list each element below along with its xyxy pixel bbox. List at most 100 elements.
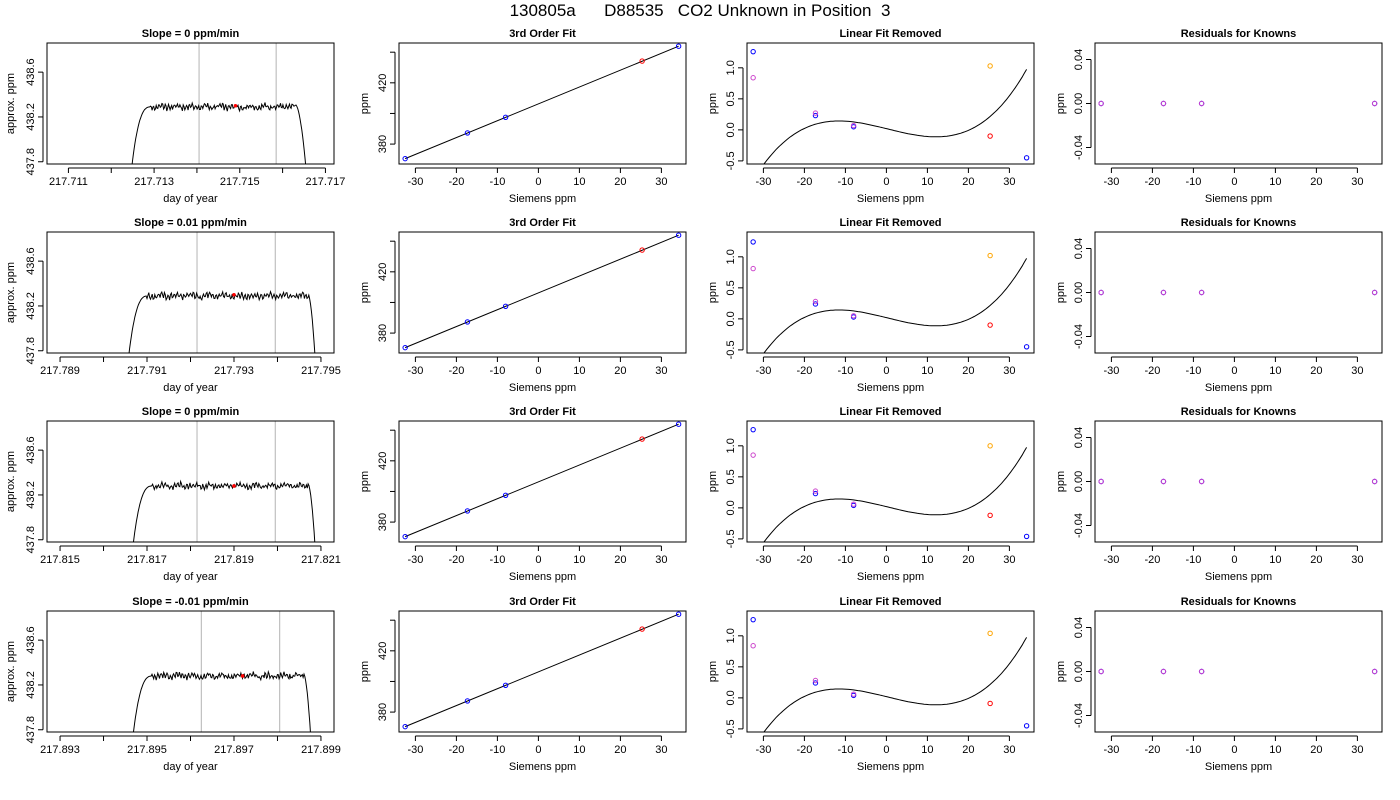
plot-frame <box>1094 231 1383 354</box>
x-tick-label: 20 <box>1310 176 1322 188</box>
x-tick-label: -20 <box>796 744 812 756</box>
x-tick-label: -30 <box>407 744 423 756</box>
x-tick-label: -10 <box>1185 365 1201 377</box>
x-tick-label: -10 <box>489 365 505 377</box>
y-axis: 380 420 <box>377 619 396 721</box>
x-axis: -30 -20 -10 0 10 20 30 <box>1103 356 1364 377</box>
known-point <box>812 301 819 307</box>
plot-area <box>132 611 311 732</box>
y-tick-label: 438.2 <box>25 481 37 509</box>
panel-residuals-row-4: Residuals for Knowns -30 -20 -10 0 10 20 30 Siem… <box>1055 596 1383 773</box>
known-point <box>675 43 682 49</box>
y-tick-label: 0.5 <box>725 659 737 674</box>
panel-title: Slope = 0.01 ppm/min <box>134 217 247 229</box>
x-tick-label: 10 <box>573 365 585 377</box>
y-tick-label: 437.8 <box>25 337 37 365</box>
x-tick-label: 30 <box>1351 176 1363 188</box>
y-axis: 380 420 <box>377 240 396 342</box>
panel-title: Linear Fit Removed <box>839 596 941 608</box>
y-axis-label: ppm <box>359 93 371 114</box>
panel-fit-row-1: 3rd Order Fit -30 -20 -10 0 10 20 30 Siemens ppm… <box>359 28 687 205</box>
removed-point <box>987 63 993 69</box>
x-tick-label: 20 <box>1310 744 1322 756</box>
x-tick-label: 0 <box>535 365 541 377</box>
y-tick-label: -0.5 <box>725 719 737 738</box>
plot-area <box>750 426 1030 542</box>
known-point <box>1023 155 1030 161</box>
y-tick-label: 420 <box>377 642 389 660</box>
plot-area <box>402 232 682 351</box>
plot-area <box>1098 478 1378 485</box>
y-tick-label: 380 <box>377 703 389 721</box>
x-axis: -30 -20 -10 0 10 20 30 <box>1103 167 1364 188</box>
x-tick-label: 20 <box>962 554 974 566</box>
plot-area <box>131 43 307 164</box>
y-tick-label: 0.0 <box>725 690 737 705</box>
plot-area <box>750 239 1030 353</box>
x-tick-label: -10 <box>837 176 853 188</box>
y-tick-label: 438.6 <box>25 436 37 464</box>
y-tick-label: 380 <box>377 135 389 153</box>
x-tick-label: 20 <box>1310 554 1322 566</box>
x-tick-label: 0 <box>883 554 889 566</box>
y-tick-label: 438.6 <box>25 58 37 86</box>
y-axis-label: ppm <box>1055 282 1067 303</box>
x-tick-label: -10 <box>837 365 853 377</box>
y-axis-label: ppm <box>707 471 719 492</box>
x-tick-label: 20 <box>614 744 626 756</box>
x-axis: 217.711 217.713 217.715 217.717 <box>49 167 346 188</box>
avg_unknown-point <box>1098 100 1104 107</box>
x-tick-label: 217.817 <box>127 554 167 566</box>
avg_unknown-point <box>1198 478 1205 485</box>
x-tick-label: 0 <box>883 176 889 188</box>
x-tick-label: -20 <box>448 744 464 756</box>
plot-frame <box>746 610 1035 733</box>
x-axis: -30 -20 -10 0 10 20 30 <box>755 356 1016 377</box>
y-axis-label: ppm <box>707 282 719 303</box>
y-tick-label: 420 <box>377 263 389 281</box>
x-tick-label: 217.819 <box>214 554 254 566</box>
x-tick-label: -10 <box>1185 744 1201 756</box>
x-tick-label: 217.895 <box>127 744 167 756</box>
x-tick-label: 217.815 <box>40 554 80 566</box>
cubic-fit-curve <box>763 637 1028 732</box>
known-point <box>464 130 471 136</box>
x-tick-label: 217.711 <box>49 176 88 188</box>
known-point <box>502 303 509 309</box>
x-tick-label: 0 <box>883 744 889 756</box>
x-axis-label: day of year <box>163 761 218 773</box>
y-tick-label: 0.0 <box>725 500 737 515</box>
y-axis: -0.5 0.0 0.5 1.0 <box>725 438 744 548</box>
y-axis-label: ppm <box>359 471 371 492</box>
x-tick-label: 10 <box>1269 744 1281 756</box>
x-axis: -30 -20 -10 0 10 20 30 <box>755 167 1016 188</box>
avg_unknown-point <box>750 452 756 458</box>
plot-area <box>1098 289 1378 296</box>
avg_unknown-point <box>1098 289 1104 296</box>
x-tick-label: 0 <box>535 176 541 188</box>
panel-residuals-row-3: Residuals for Knowns -30 -20 -10 0 10 20 30 Siem… <box>1055 406 1383 583</box>
panel-title: 3rd Order Fit <box>509 406 576 418</box>
x-tick-label: 20 <box>962 365 974 377</box>
known-point <box>750 48 756 55</box>
x-tick-label: -20 <box>796 554 812 566</box>
panel-residuals-row-1: Residuals for Knowns -30 -20 -10 0 10 20 30 Siem… <box>1055 28 1383 205</box>
x-axis-label: Siemens ppm <box>509 193 576 205</box>
x-tick-label: 217.821 <box>301 554 341 566</box>
x-axis: -30 -20 -10 0 10 20 30 <box>1103 545 1364 566</box>
plot-area <box>402 611 682 730</box>
removed-point <box>987 443 993 449</box>
x-tick-label: 217.715 <box>220 176 260 188</box>
x-tick-label: 30 <box>1003 176 1015 188</box>
y-tick-label: -0.04 <box>1073 703 1085 728</box>
x-axis-label: Siemens ppm <box>857 761 924 773</box>
unknown-point <box>639 247 645 253</box>
x-axis-label: day of year <box>163 571 218 583</box>
known-point <box>464 508 471 514</box>
y-tick-label: -0.04 <box>1073 513 1085 538</box>
x-tick-label: 217.717 <box>306 176 346 188</box>
plot-frame <box>1094 42 1383 165</box>
x-tick-label: 20 <box>614 554 626 566</box>
